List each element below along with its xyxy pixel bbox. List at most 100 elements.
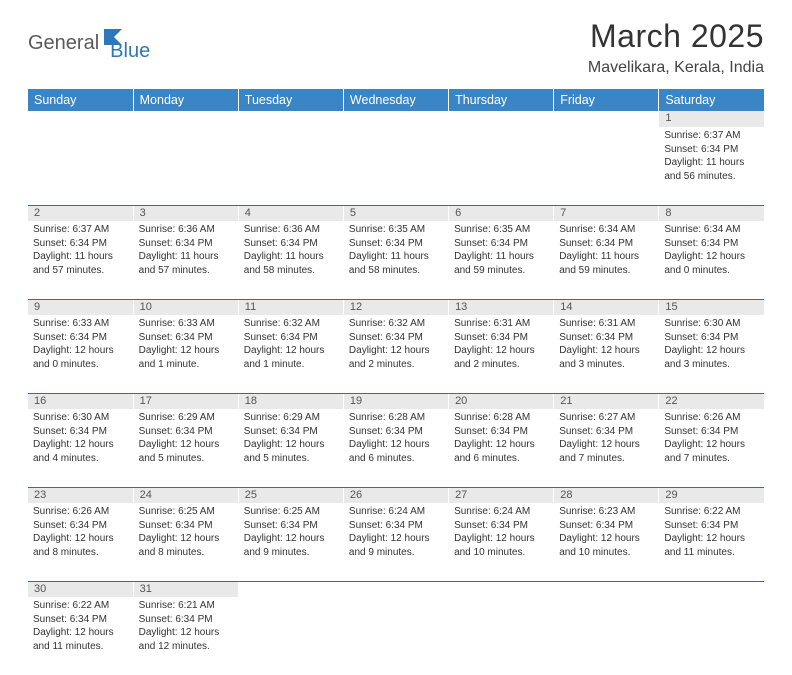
sunrise-text: Sunrise: 6:24 AM [349, 505, 443, 519]
day-number-cell [343, 111, 448, 127]
day-header: Wednesday [343, 89, 448, 111]
day-content-cell: Sunrise: 6:31 AMSunset: 6:34 PMDaylight:… [449, 315, 554, 393]
daylight-text: Daylight: 12 hours and 12 minutes. [139, 626, 233, 653]
day-number-cell: 17 [133, 393, 238, 409]
day-number-cell: 14 [554, 299, 659, 315]
daylight-text: Daylight: 11 hours and 56 minutes. [664, 156, 759, 183]
day-content-cell: Sunrise: 6:28 AMSunset: 6:34 PMDaylight:… [449, 409, 554, 487]
daylight-text: Daylight: 12 hours and 1 minute. [244, 344, 338, 371]
day-number-cell: 10 [133, 299, 238, 315]
sunrise-text: Sunrise: 6:28 AM [349, 411, 443, 425]
week-content-row: Sunrise: 6:37 AMSunset: 6:34 PMDaylight:… [28, 221, 764, 299]
day-header: Monday [133, 89, 238, 111]
daylight-text: Daylight: 12 hours and 9 minutes. [349, 532, 443, 559]
day-content-cell: Sunrise: 6:30 AMSunset: 6:34 PMDaylight:… [28, 409, 133, 487]
sunrise-text: Sunrise: 6:33 AM [33, 317, 128, 331]
sunrise-text: Sunrise: 6:29 AM [139, 411, 233, 425]
day-number-cell: 5 [343, 205, 448, 221]
day-content-cell: Sunrise: 6:24 AMSunset: 6:34 PMDaylight:… [449, 503, 554, 581]
day-content-cell: Sunrise: 6:33 AMSunset: 6:34 PMDaylight:… [28, 315, 133, 393]
daylight-text: Daylight: 12 hours and 3 minutes. [559, 344, 653, 371]
logo-text-part2: Blue [110, 40, 150, 63]
week-daynum-row: 3031 [28, 581, 764, 597]
week-content-row: Sunrise: 6:26 AMSunset: 6:34 PMDaylight:… [28, 503, 764, 581]
sunrise-text: Sunrise: 6:31 AM [559, 317, 653, 331]
day-header: Saturday [659, 89, 764, 111]
day-number-cell: 29 [659, 487, 764, 503]
day-number-cell [343, 581, 448, 597]
day-content-cell: Sunrise: 6:26 AMSunset: 6:34 PMDaylight:… [659, 409, 764, 487]
sunrise-text: Sunrise: 6:29 AM [244, 411, 338, 425]
sunrise-text: Sunrise: 6:26 AM [33, 505, 128, 519]
day-content-cell: Sunrise: 6:35 AMSunset: 6:34 PMDaylight:… [343, 221, 448, 299]
sunrise-text: Sunrise: 6:32 AM [244, 317, 338, 331]
day-number-cell: 11 [238, 299, 343, 315]
day-content-cell: Sunrise: 6:35 AMSunset: 6:34 PMDaylight:… [449, 221, 554, 299]
sunrise-text: Sunrise: 6:30 AM [664, 317, 759, 331]
day-number-cell [659, 581, 764, 597]
day-content-cell: Sunrise: 6:22 AMSunset: 6:34 PMDaylight:… [28, 597, 133, 675]
daylight-text: Daylight: 12 hours and 1 minute. [139, 344, 233, 371]
day-number-cell: 22 [659, 393, 764, 409]
day-content-cell: Sunrise: 6:29 AMSunset: 6:34 PMDaylight:… [238, 409, 343, 487]
sunset-text: Sunset: 6:34 PM [33, 425, 128, 439]
daylight-text: Daylight: 12 hours and 8 minutes. [33, 532, 128, 559]
daylight-text: Daylight: 11 hours and 59 minutes. [454, 250, 548, 277]
week-daynum-row: 1 [28, 111, 764, 127]
daylight-text: Daylight: 11 hours and 57 minutes. [33, 250, 128, 277]
day-content-cell: Sunrise: 6:36 AMSunset: 6:34 PMDaylight:… [133, 221, 238, 299]
sunset-text: Sunset: 6:34 PM [244, 425, 338, 439]
week-content-row: Sunrise: 6:37 AMSunset: 6:34 PMDaylight:… [28, 127, 764, 205]
calendar-body: 1Sunrise: 6:37 AMSunset: 6:34 PMDaylight… [28, 111, 764, 675]
day-content-cell: Sunrise: 6:36 AMSunset: 6:34 PMDaylight:… [238, 221, 343, 299]
daylight-text: Daylight: 12 hours and 9 minutes. [244, 532, 338, 559]
day-number-cell: 20 [449, 393, 554, 409]
day-number-cell: 9 [28, 299, 133, 315]
day-number-cell: 27 [449, 487, 554, 503]
week-daynum-row: 16171819202122 [28, 393, 764, 409]
sunrise-text: Sunrise: 6:33 AM [139, 317, 233, 331]
day-content-cell [343, 127, 448, 205]
day-content-cell [449, 597, 554, 675]
day-content-cell: Sunrise: 6:22 AMSunset: 6:34 PMDaylight:… [659, 503, 764, 581]
day-number-cell: 25 [238, 487, 343, 503]
sunset-text: Sunset: 6:34 PM [139, 331, 233, 345]
daylight-text: Daylight: 12 hours and 5 minutes. [244, 438, 338, 465]
week-content-row: Sunrise: 6:22 AMSunset: 6:34 PMDaylight:… [28, 597, 764, 675]
day-content-cell: Sunrise: 6:29 AMSunset: 6:34 PMDaylight:… [133, 409, 238, 487]
sunrise-text: Sunrise: 6:27 AM [559, 411, 653, 425]
sunset-text: Sunset: 6:34 PM [349, 331, 443, 345]
day-content-cell: Sunrise: 6:28 AMSunset: 6:34 PMDaylight:… [343, 409, 448, 487]
sunset-text: Sunset: 6:34 PM [33, 519, 128, 533]
day-number-cell: 16 [28, 393, 133, 409]
sunset-text: Sunset: 6:34 PM [454, 519, 548, 533]
day-content-cell: Sunrise: 6:27 AMSunset: 6:34 PMDaylight:… [554, 409, 659, 487]
daylight-text: Daylight: 11 hours and 58 minutes. [244, 250, 338, 277]
daylight-text: Daylight: 12 hours and 2 minutes. [349, 344, 443, 371]
sunset-text: Sunset: 6:34 PM [139, 613, 233, 627]
day-number-cell: 24 [133, 487, 238, 503]
daylight-text: Daylight: 12 hours and 6 minutes. [349, 438, 443, 465]
sunrise-text: Sunrise: 6:25 AM [139, 505, 233, 519]
daylight-text: Daylight: 12 hours and 6 minutes. [454, 438, 548, 465]
day-number-cell: 19 [343, 393, 448, 409]
day-content-cell: Sunrise: 6:25 AMSunset: 6:34 PMDaylight:… [133, 503, 238, 581]
sunrise-text: Sunrise: 6:35 AM [349, 223, 443, 237]
sunset-text: Sunset: 6:34 PM [664, 143, 759, 157]
sunrise-text: Sunrise: 6:34 AM [664, 223, 759, 237]
day-number-cell: 28 [554, 487, 659, 503]
day-number-cell: 4 [238, 205, 343, 221]
sunset-text: Sunset: 6:34 PM [559, 331, 653, 345]
day-content-cell: Sunrise: 6:33 AMSunset: 6:34 PMDaylight:… [133, 315, 238, 393]
sunrise-text: Sunrise: 6:21 AM [139, 599, 233, 613]
day-number-cell: 21 [554, 393, 659, 409]
day-content-cell: Sunrise: 6:30 AMSunset: 6:34 PMDaylight:… [659, 315, 764, 393]
sunset-text: Sunset: 6:34 PM [664, 519, 759, 533]
sunset-text: Sunset: 6:34 PM [559, 519, 653, 533]
day-header: Sunday [28, 89, 133, 111]
sunrise-text: Sunrise: 6:28 AM [454, 411, 548, 425]
day-content-cell [554, 597, 659, 675]
day-number-cell: 31 [133, 581, 238, 597]
day-content-cell [659, 597, 764, 675]
sunset-text: Sunset: 6:34 PM [349, 425, 443, 439]
